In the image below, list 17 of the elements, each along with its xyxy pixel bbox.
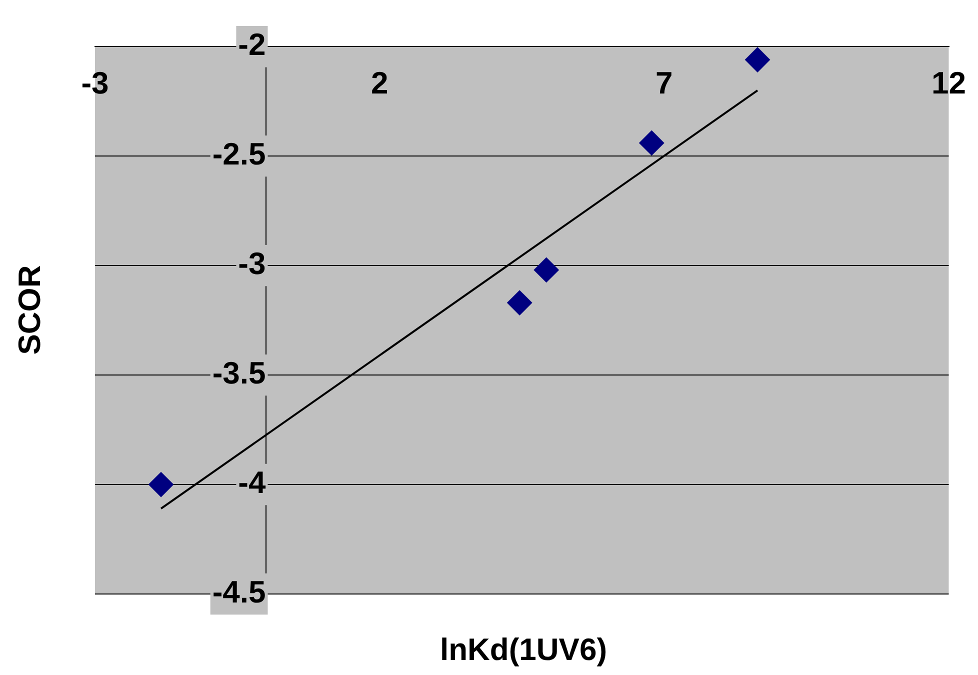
x-tick-label: 2	[370, 66, 388, 101]
y-tick-label: -4.5	[212, 574, 266, 610]
y-axis-title: SCOR	[12, 265, 48, 355]
y-tick-label: -2	[238, 27, 266, 62]
y-tick-label: -2.5	[212, 136, 266, 172]
y-tick-label: -3	[238, 246, 266, 282]
x-axis-title: lnKd(1UV6)	[438, 632, 608, 668]
point	[745, 47, 770, 72]
y-tick-label: -3.5	[212, 356, 266, 391]
x-tick-label: -3	[81, 66, 109, 101]
x-tick-label: 12	[932, 66, 966, 101]
x-tick-label: 7	[656, 66, 673, 101]
point	[534, 257, 559, 282]
y-tick-label: -4	[238, 465, 266, 500]
point	[148, 472, 174, 498]
point	[639, 130, 664, 156]
point	[507, 290, 532, 316]
